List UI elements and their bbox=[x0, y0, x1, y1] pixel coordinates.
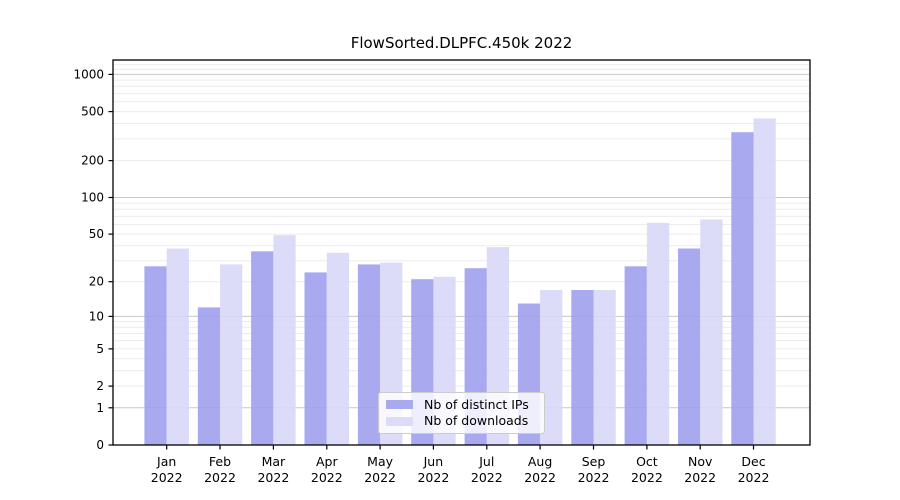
x-tick-label: May 2022 bbox=[364, 454, 396, 485]
y-tick-label: 1000 bbox=[73, 67, 104, 81]
bar bbox=[571, 290, 594, 445]
x-tick-label: Sep 2022 bbox=[578, 454, 610, 485]
bar bbox=[731, 132, 754, 445]
x-tick-label: Dec 2022 bbox=[738, 454, 770, 485]
bar bbox=[753, 118, 776, 446]
x-tick-label: Jun 2022 bbox=[417, 454, 449, 485]
bar-series-distinct-ips bbox=[144, 132, 754, 445]
bar bbox=[144, 266, 167, 445]
y-tick-label: 1 bbox=[96, 401, 104, 415]
bar bbox=[326, 252, 350, 445]
legend-swatch-distinct-ips bbox=[386, 400, 413, 410]
y-tick-label: 5 bbox=[96, 342, 104, 356]
y-tick-label: 500 bbox=[81, 105, 104, 119]
x-tick-label: Nov 2022 bbox=[684, 454, 716, 485]
legend-swatch-downloads bbox=[386, 416, 413, 426]
y-tick-label: 2 bbox=[96, 379, 104, 393]
bar bbox=[357, 264, 381, 445]
bar bbox=[197, 307, 221, 445]
x-tick-label: Apr 2022 bbox=[311, 454, 343, 485]
y-tick-label: 200 bbox=[81, 154, 104, 168]
x-axis-ticks: Jan 2022 Feb 2022 Mar 2022 Apr 2022 May 2022 Jun 20… bbox=[151, 445, 770, 485]
x-tick-label: Aug 2022 bbox=[524, 454, 556, 485]
grid-minor bbox=[113, 59, 810, 387]
legend-label-distinct-ips: Nb of distinct IPs bbox=[424, 396, 529, 412]
x-tick-label: Jan 2022 bbox=[151, 454, 183, 485]
bar bbox=[646, 222, 670, 445]
y-tick-label: 10 bbox=[89, 309, 104, 323]
y-tick-label: 20 bbox=[89, 275, 104, 289]
y-tick-label: 50 bbox=[89, 227, 104, 241]
bar bbox=[540, 290, 563, 445]
y-tick-label: 100 bbox=[81, 191, 104, 205]
legend: Nb of distinct IPs Nb of downloads bbox=[378, 392, 545, 434]
legend-item-distinct-ips: Nb of distinct IPs bbox=[386, 396, 536, 412]
x-tick-label: Feb 2022 bbox=[204, 454, 236, 485]
y-tick-label: 0 bbox=[96, 438, 104, 452]
chart-title: FlowSorted.DLPFC.450k 2022 bbox=[350, 34, 573, 52]
bar bbox=[166, 248, 189, 445]
bar bbox=[593, 290, 616, 445]
bar bbox=[678, 248, 701, 445]
bar bbox=[624, 266, 647, 445]
y-axis-ticks: 0 1 2 5 10 20 50 100 200 500 1000 bbox=[73, 67, 113, 452]
bar bbox=[273, 235, 296, 445]
axes-frame bbox=[112, 59, 811, 446]
bar bbox=[700, 219, 723, 445]
legend-item-downloads: Nb of downloads bbox=[386, 412, 536, 428]
x-tick-label: Mar 2022 bbox=[257, 454, 289, 485]
bar bbox=[251, 251, 274, 445]
bar bbox=[220, 264, 243, 445]
bar bbox=[304, 272, 327, 445]
x-tick-label: Jul 2022 bbox=[471, 454, 503, 485]
legend-label-downloads: Nb of downloads bbox=[424, 412, 529, 428]
x-tick-label: Oct 2022 bbox=[631, 454, 663, 485]
